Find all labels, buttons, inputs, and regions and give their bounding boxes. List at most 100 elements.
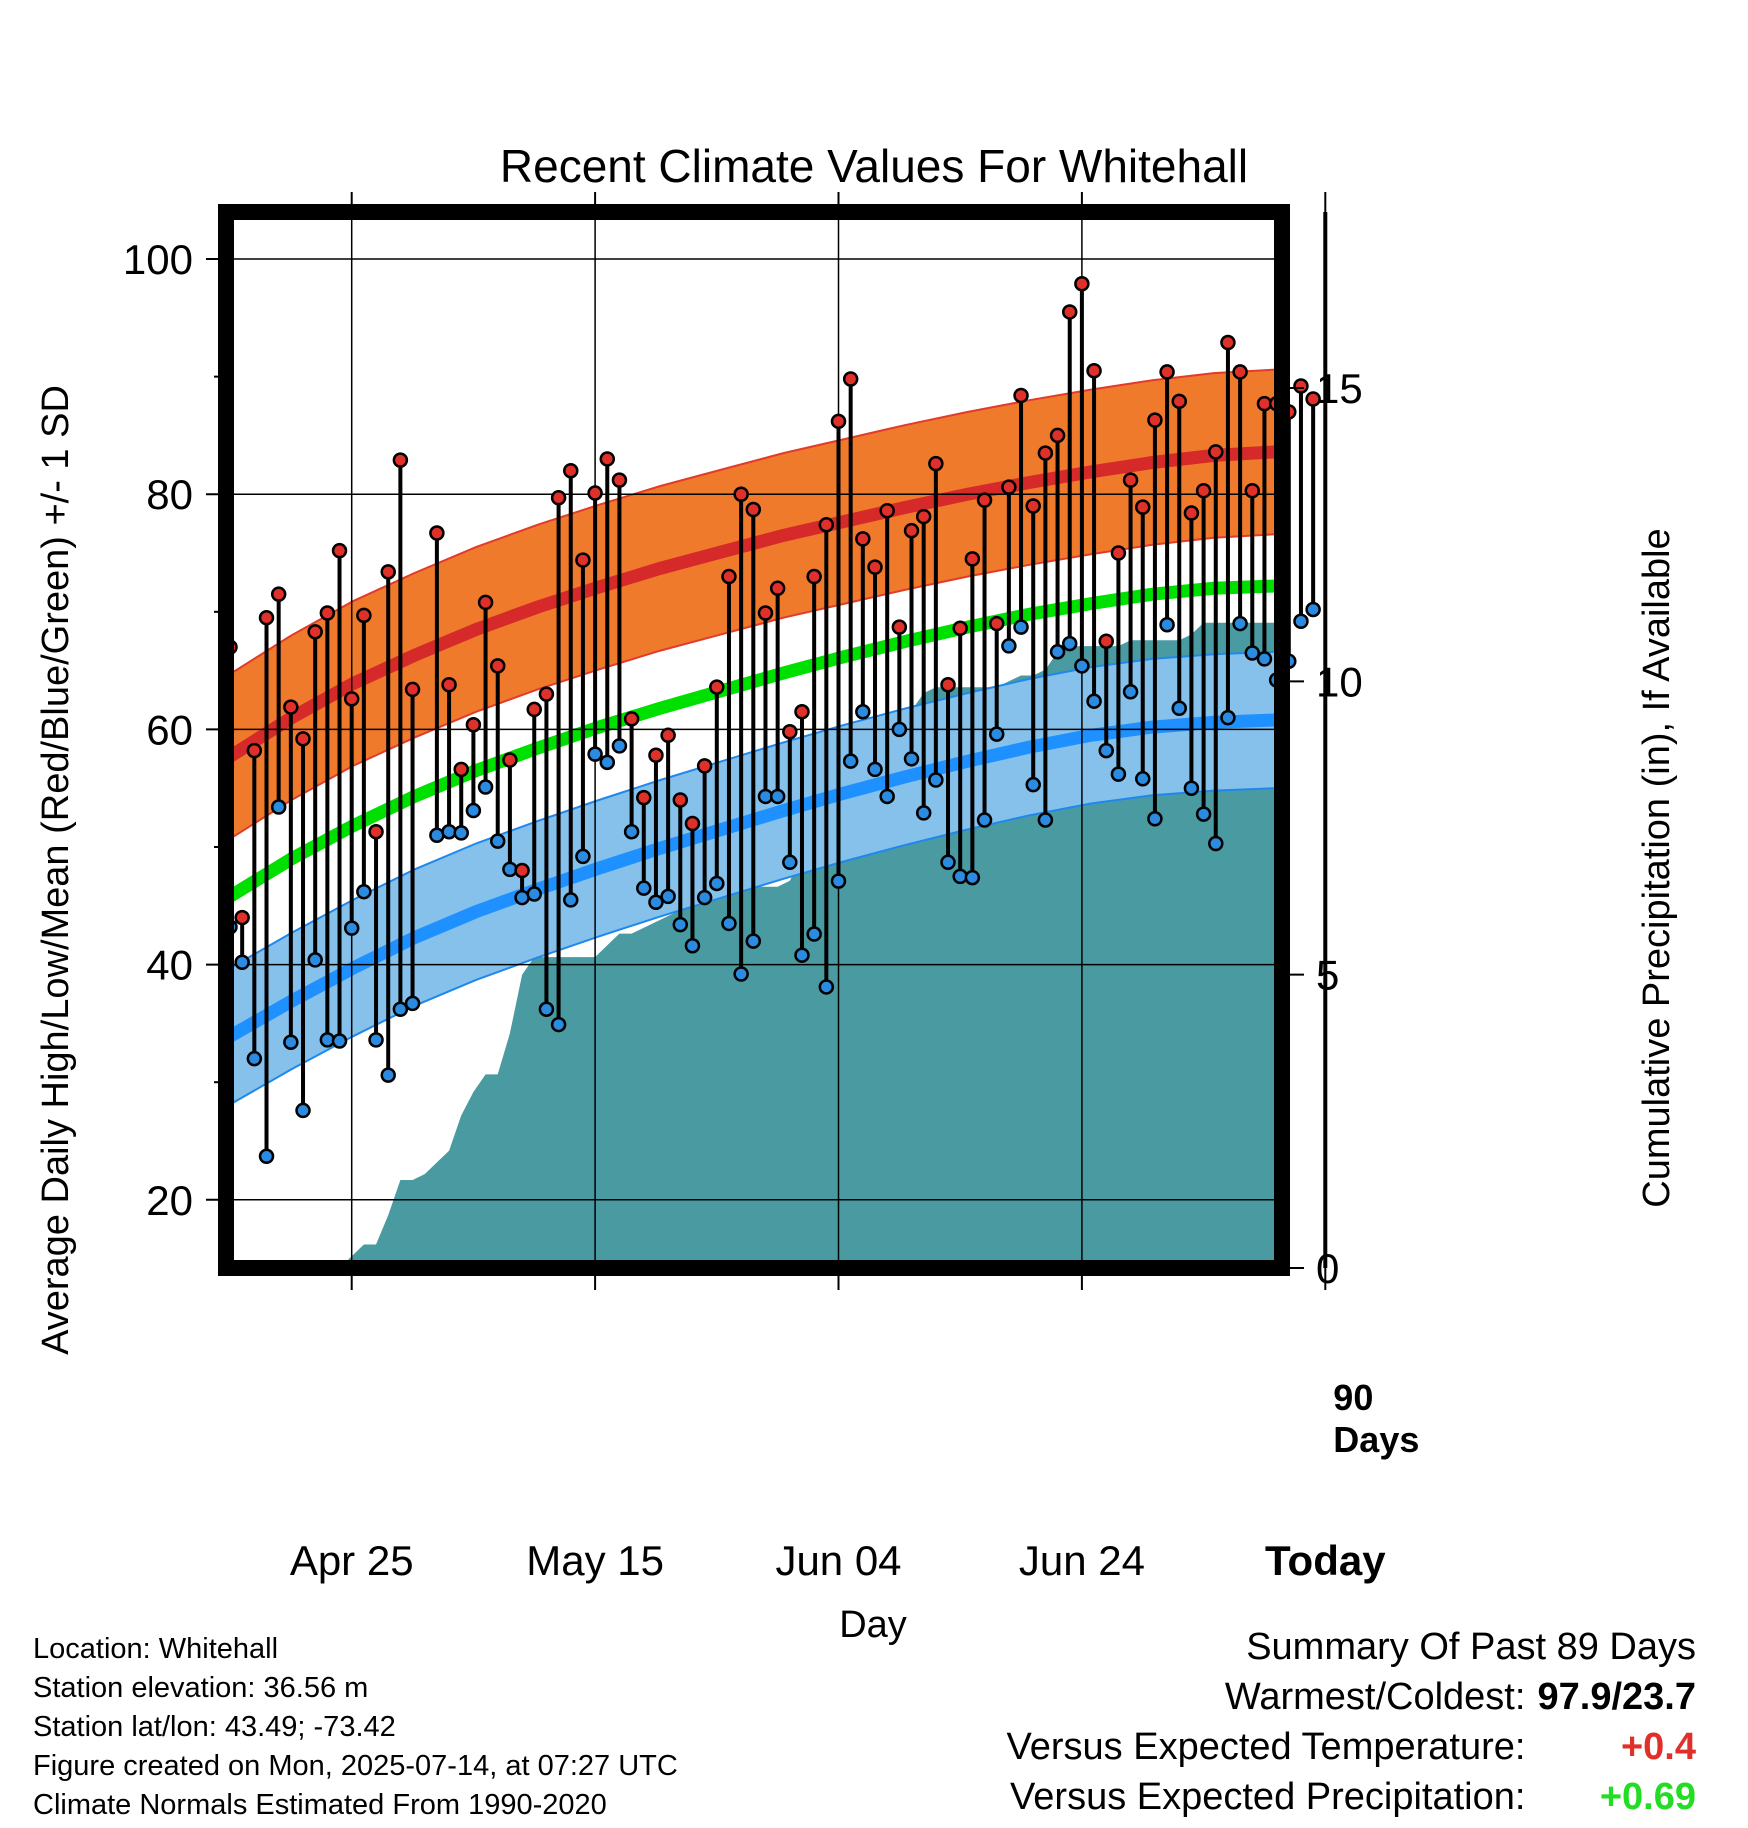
daily-low-point xyxy=(1195,806,1212,822)
daily-low-point xyxy=(404,995,421,1012)
daily-low-point xyxy=(818,979,835,995)
daily-low-point xyxy=(368,1032,384,1048)
precip-value: +0.69 xyxy=(1599,1776,1696,1818)
daily-high-point xyxy=(684,815,701,832)
x-tick-label: Apr 25 xyxy=(290,1537,414,1584)
daily-high-point xyxy=(915,508,932,525)
daily-low-point xyxy=(891,721,908,738)
normals-text: Climate Normals Estimated From 1990-2020 xyxy=(33,1789,607,1821)
daily-low-point xyxy=(587,746,603,762)
daily-low-point xyxy=(1159,617,1175,633)
daily-low-point xyxy=(660,888,676,905)
daily-high-point xyxy=(380,564,396,580)
daily-high-point xyxy=(1159,364,1175,380)
daily-low-point xyxy=(343,920,360,936)
y2-tick-label: 15 xyxy=(1316,365,1363,412)
daily-high-point xyxy=(1061,304,1078,320)
daily-high-point xyxy=(465,716,482,733)
daily-high-point xyxy=(514,862,530,879)
daily-low-point xyxy=(234,954,250,971)
daily-low-point xyxy=(575,848,591,865)
daily-low-point xyxy=(1086,693,1102,709)
daily-low-point xyxy=(270,799,287,815)
daily-high-point xyxy=(1208,444,1224,460)
chart-title: Recent Climate Values For Whitehall xyxy=(500,140,1248,192)
warm-cold-value: 97.9/23.7 xyxy=(1537,1676,1696,1718)
daily-low-point xyxy=(246,1050,263,1067)
daily-high-point xyxy=(1098,633,1114,649)
daily-high-point xyxy=(709,679,725,695)
daily-high-point xyxy=(928,455,944,472)
daily-low-point xyxy=(830,873,847,889)
location-text: Location: Whitehall xyxy=(33,1633,279,1665)
daily-high-point xyxy=(782,724,798,740)
daily-high-point xyxy=(830,413,847,430)
daily-low-point xyxy=(696,889,713,906)
daily-high-point xyxy=(1293,378,1309,394)
daily-high-point xyxy=(319,605,336,621)
daily-high-point xyxy=(502,752,518,768)
daily-low-point xyxy=(745,933,762,949)
daily-low-point xyxy=(550,1016,567,1033)
daily-high-point xyxy=(1049,427,1066,444)
latlon-text: Station lat/lon: 43.49; -73.42 xyxy=(33,1711,396,1743)
daily-high-point xyxy=(489,658,506,674)
daily-high-point xyxy=(1244,482,1261,499)
y-tick-label: 100 xyxy=(123,236,193,283)
daily-low-point xyxy=(1001,638,1017,654)
daily-low-point xyxy=(1074,658,1090,674)
daily-high-point xyxy=(696,758,713,774)
daily-high-point xyxy=(1122,472,1139,488)
daily-high-point xyxy=(964,551,981,567)
normal-high-line xyxy=(226,445,1282,762)
daily-high-point xyxy=(745,501,762,518)
daily-low-point xyxy=(1013,619,1029,635)
daily-low-point xyxy=(769,788,786,805)
y-tick-label: 40 xyxy=(146,942,193,989)
daily-low-point xyxy=(1061,635,1078,652)
daily-high-point xyxy=(441,676,457,693)
summary-panel: Summary Of Past 89 Days Warmest/Coldest:… xyxy=(1007,1622,1696,1822)
daily-low-point xyxy=(611,738,628,754)
daily-high-point xyxy=(660,727,676,744)
y-tick-label: 60 xyxy=(146,706,193,753)
daily-low-point xyxy=(721,915,737,932)
daily-high-point xyxy=(550,490,567,506)
summary-heading: Summary Of Past 89 Days xyxy=(1246,1626,1696,1668)
y-tick-label: 20 xyxy=(146,1177,193,1224)
normal-low-band xyxy=(229,650,1282,1107)
daily-high-point xyxy=(1171,393,1188,410)
daily-high-point xyxy=(672,792,689,808)
daily-low-point xyxy=(903,751,920,767)
daily-low-point xyxy=(1220,709,1236,726)
daily-low-point xyxy=(928,772,944,788)
warm-cold-row: Warmest/Coldest: 97.9/23.7 xyxy=(1007,1672,1696,1722)
daily-high-point xyxy=(1001,479,1017,495)
daily-low-point xyxy=(794,947,810,963)
daily-low-point xyxy=(307,952,323,968)
daily-high-point xyxy=(1110,545,1127,561)
daily-low-point xyxy=(1110,766,1127,782)
daily-low-point xyxy=(672,916,689,933)
daily-high-point xyxy=(587,485,603,501)
daily-high-point xyxy=(526,701,542,718)
daily-low-point xyxy=(1305,601,1321,618)
daily-low-point xyxy=(356,883,372,900)
y2-tick-label: 0 xyxy=(1316,1245,1339,1292)
daily-high-point xyxy=(1305,391,1321,407)
daily-low-point xyxy=(1232,615,1248,632)
daily-high-point xyxy=(295,731,311,747)
precip-label: Versus Expected Precipitation: xyxy=(1010,1776,1526,1818)
daily-low-point xyxy=(1208,835,1224,852)
daily-high-point xyxy=(1147,412,1163,428)
daily-low-point xyxy=(1293,613,1309,629)
daily-high-point xyxy=(307,624,323,640)
daily-high-point xyxy=(1074,275,1090,292)
daily-high-point xyxy=(794,704,810,720)
daily-low-point xyxy=(1025,776,1041,793)
daily-low-point xyxy=(684,938,701,954)
daily-low-point xyxy=(599,754,616,771)
daily-high-point xyxy=(1232,364,1248,380)
x-axis-label: Day xyxy=(839,1604,907,1646)
